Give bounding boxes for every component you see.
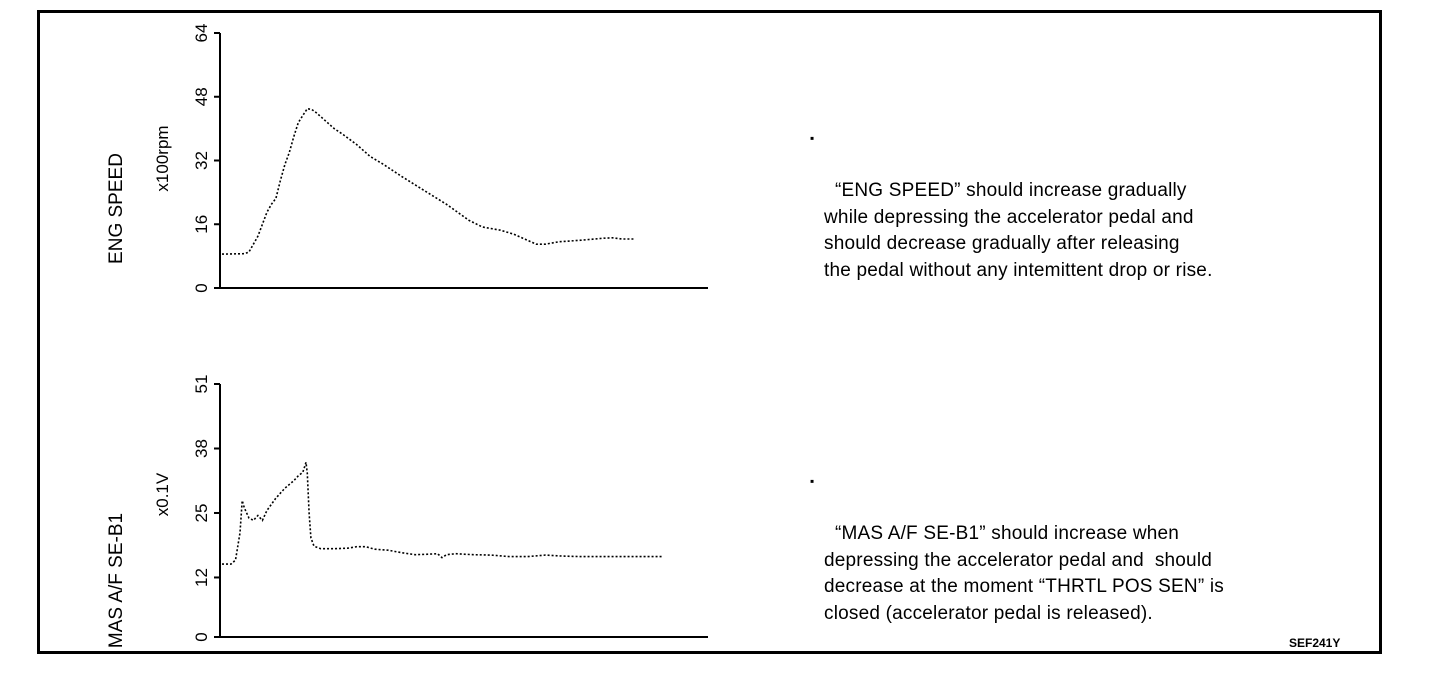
- y-tick-label: 0: [192, 283, 211, 292]
- maf-note-text: “MAS A/F SE-B1” should increase when dep…: [824, 523, 1224, 624]
- figure-frame: [37, 10, 1382, 654]
- figure-id: SEF241Y: [1289, 636, 1341, 650]
- bullet-icon: ▪: [810, 474, 815, 488]
- y-tick-label: 0: [192, 632, 211, 641]
- bullet-icon: ▪: [810, 131, 815, 145]
- series-line: [221, 107, 635, 255]
- maf-note: ▪ “MAS A/F SE-B1” should increase when d…: [810, 468, 1224, 627]
- maf-sensor-chart: 0 12 25 38 51 MAS A/F SE-B1 x0.1V: [106, 375, 708, 648]
- y-tick-label: 12: [192, 568, 211, 587]
- y-axis-label: MAS A/F SE-B1: [106, 513, 127, 648]
- series-line: [222, 462, 662, 565]
- y-tick-label: 38: [192, 439, 211, 458]
- y-axis-unit: x100rpm: [153, 125, 172, 191]
- y-tick-label: 51: [192, 375, 211, 394]
- y-tick-label: 25: [192, 504, 211, 523]
- eng-speed-note: ▪ “ENG SPEED” should increase gradually …: [810, 125, 1213, 284]
- eng-speed-chart: 0 16 32 48 64 ENG SPEED x100rpm: [106, 24, 708, 293]
- y-tick-label: 64: [192, 24, 211, 43]
- eng-speed-note-text: “ENG SPEED” should increase gradually wh…: [824, 180, 1213, 281]
- y-axis-unit: x0.1V: [153, 472, 172, 516]
- y-tick-label: 16: [192, 215, 211, 234]
- y-tick-label: 32: [192, 151, 211, 170]
- y-axis-label: ENG SPEED: [106, 153, 127, 264]
- y-tick-label: 48: [192, 87, 211, 106]
